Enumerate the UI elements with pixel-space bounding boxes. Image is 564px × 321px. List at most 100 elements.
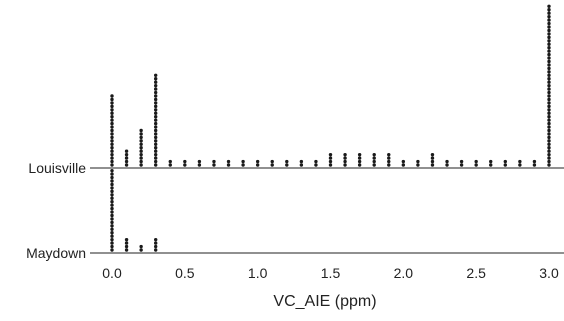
louisville-dot-3-19 <box>154 97 158 102</box>
louisville-dot-0-13 <box>110 118 114 122</box>
louisville-dot-23-0 <box>445 163 449 167</box>
maydown-dot-0-10 <box>110 213 114 218</box>
maydown-dot-0-21 <box>110 175 114 180</box>
louisville-dot-2-2 <box>139 156 143 160</box>
maydown-dot-1-0 <box>124 248 129 252</box>
louisville-dot-2-8 <box>139 135 143 140</box>
louisville-dot-3-26 <box>154 73 158 78</box>
x-tick-label-6: 3.0 <box>539 265 559 281</box>
maydown-dots <box>110 168 158 252</box>
louisville-dot-30-1 <box>547 159 551 164</box>
louisville-dot-10-0 <box>255 163 260 167</box>
louisville-dot-3-12 <box>154 121 158 126</box>
maydown-dot-0-1 <box>110 244 114 249</box>
louisville-dot-6-1 <box>197 159 202 164</box>
louisville-dot-15-2 <box>328 156 333 160</box>
louisville-dot-11-0 <box>270 163 274 167</box>
maydown-dot-0-4 <box>110 234 114 238</box>
louisville-dot-0-16 <box>110 108 114 112</box>
maydown-dot-0-13 <box>110 203 114 207</box>
maydown-dot-0-11 <box>110 210 114 214</box>
maydown-dot-0-19 <box>110 182 114 187</box>
louisville-dot-1-3 <box>124 152 129 157</box>
louisville-dot-3-5 <box>154 146 158 150</box>
louisville-dot-30-16 <box>547 108 551 112</box>
louisville-dot-22-1 <box>430 159 435 164</box>
louisville-dot-8-1 <box>226 159 231 164</box>
louisville-dots <box>110 4 551 167</box>
maydown-dot-0-2 <box>110 241 114 245</box>
louisville-dot-14-0 <box>314 163 318 167</box>
louisville-dot-4-1 <box>168 159 172 164</box>
louisville-dot-19-3 <box>387 152 391 157</box>
maydown-dot-0-0 <box>110 248 114 252</box>
x-axis-ticks: 0.0 0.5 1.0 1.5 2.0 2.5 3.0 <box>102 265 559 281</box>
maydown-dot-3-3 <box>154 237 158 242</box>
louisville-dot-16-3 <box>343 152 347 157</box>
louisville-dot-15-3 <box>328 152 333 157</box>
louisville-dot-16-1 <box>343 159 347 164</box>
maydown-dot-3-1 <box>154 244 158 249</box>
louisville-dot-30-29 <box>547 63 551 67</box>
louisville-dot-30-2 <box>547 156 551 160</box>
x-axis-title: VC_AIE (ppm) <box>273 293 376 310</box>
louisville-dot-30-32 <box>547 52 551 57</box>
louisville-dot-30-38 <box>547 32 551 36</box>
maydown-dot-0-5 <box>110 231 114 235</box>
louisville-dot-5-1 <box>183 159 187 164</box>
louisville-dot-30-17 <box>547 104 551 109</box>
louisville-dot-1-4 <box>124 149 129 153</box>
louisville-dot-19-0 <box>387 163 391 167</box>
maydown-dot-0-3 <box>110 237 114 242</box>
louisville-dot-3-1 <box>154 159 158 164</box>
louisville-dot-1-1 <box>124 159 129 164</box>
louisville-dot-17-3 <box>357 152 362 157</box>
louisville-dot-17-0 <box>357 163 362 167</box>
louisville-dot-30-28 <box>547 66 551 71</box>
category-label-maydown: Maydown <box>26 245 86 261</box>
louisville-dot-0-5 <box>110 146 114 150</box>
louisville-dot-16-2 <box>343 156 347 160</box>
louisville-dot-3-22 <box>154 87 158 91</box>
maydown-dot-0-8 <box>110 220 114 225</box>
louisville-dot-20-0 <box>401 163 406 167</box>
maydown-dot-0-17 <box>110 189 114 194</box>
louisville-dot-0-15 <box>110 111 114 115</box>
louisville-dot-2-0 <box>139 163 143 167</box>
louisville-dot-21-0 <box>416 163 420 167</box>
louisville-dot-19-2 <box>387 156 391 160</box>
louisville-dot-30-39 <box>547 28 551 33</box>
louisville-dot-30-3 <box>547 152 551 157</box>
louisville-dot-15-0 <box>328 163 333 167</box>
louisville-dot-20-1 <box>401 159 406 164</box>
louisville-dot-3-20 <box>154 94 158 98</box>
maydown-dot-0-6 <box>110 227 114 231</box>
louisville-dot-27-1 <box>503 159 507 164</box>
louisville-dot-3-0 <box>154 163 158 167</box>
maydown-dot-2-1 <box>139 244 143 249</box>
louisville-dot-0-7 <box>110 139 114 143</box>
louisville-dot-28-0 <box>518 163 522 167</box>
louisville-dot-3-4 <box>154 149 158 153</box>
louisville-dot-3-15 <box>154 111 158 115</box>
maydown-dot-0-23 <box>110 168 114 173</box>
louisville-dot-3-7 <box>154 139 158 143</box>
louisville-dot-13-0 <box>299 163 304 167</box>
louisville-dot-22-0 <box>430 163 435 167</box>
louisville-dot-3-10 <box>154 128 158 133</box>
louisville-dot-0-18 <box>110 101 114 105</box>
maydown-dot-2-0 <box>139 248 143 252</box>
louisville-dot-0-4 <box>110 149 114 153</box>
louisville-dot-4-0 <box>168 163 172 167</box>
louisville-dot-22-3 <box>430 152 435 157</box>
louisville-dot-2-9 <box>139 132 143 136</box>
louisville-dot-18-1 <box>372 159 376 164</box>
maydown-dot-0-12 <box>110 206 114 211</box>
louisville-dot-0-9 <box>110 132 114 136</box>
louisville-dot-0-12 <box>110 121 114 126</box>
louisville-dot-2-1 <box>139 159 143 164</box>
louisville-dot-3-18 <box>154 101 158 105</box>
louisville-dot-30-4 <box>547 149 551 153</box>
louisville-dot-22-2 <box>430 156 435 160</box>
